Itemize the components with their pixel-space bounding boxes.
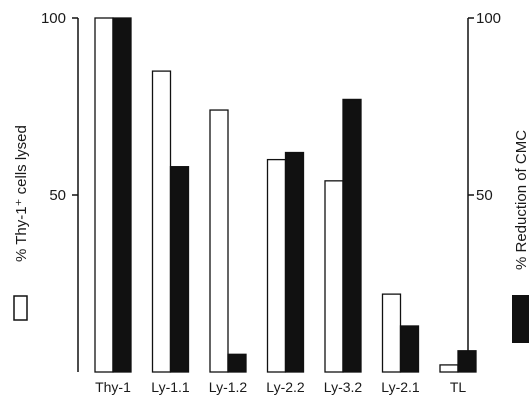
bar-lysed-ly-2.2 [266,158,287,373]
bar-cmc-ly-3.2 [342,98,362,373]
bar-lysed-ly-1.1 [151,70,172,373]
bar-lysed-ly-1.2 [209,109,229,373]
category-label-ly-2.1: Ly-2.1 [381,379,420,395]
category-label-tl: TL [450,379,467,395]
category-label-ly-2.2: Ly-2.2 [266,379,305,395]
left-tick-label-100: 100 [41,10,66,27]
left-axis-label: % Thy-1⁺ cells lysed [13,125,30,262]
bar-lysed-ly-2.1 [381,293,402,373]
bar-cmc-ly-2.2 [284,151,305,373]
right-tick-label-100: 100 [476,10,501,27]
right-axis-label: % Reduction of CMC [513,130,529,270]
bar-cmc-ly-1.1 [169,166,190,373]
legend-swatch-lysed [13,295,28,321]
bar-cmc-ly-2.1 [399,325,420,373]
bar-cmc-tl [457,350,477,373]
bars-group [94,17,477,373]
category-label-ly-1.1: Ly-1.1 [151,379,190,395]
right-tick-label-50: 50 [476,187,493,204]
category-label-ly-3.2: Ly-3.2 [324,379,363,395]
left-tick-label-50: 50 [49,187,66,204]
bar-lysed-tl [439,364,459,373]
bar-lysed-ly-3.2 [324,180,344,373]
bar-cmc-thy-1 [112,17,132,373]
category-label-ly-1.2: Ly-1.2 [209,379,248,395]
category-labels-group: Thy-1 Ly-1.1 Ly-1.2 Ly-2.2 Ly-3.2 Ly-2.1 TL [95,379,466,395]
category-label-thy-1: Thy-1 [95,379,131,395]
bar-lysed-thy-1 [94,17,114,373]
legend-swatch-cmc [512,295,529,343]
bar-cmc-ly-1.2 [227,353,247,373]
